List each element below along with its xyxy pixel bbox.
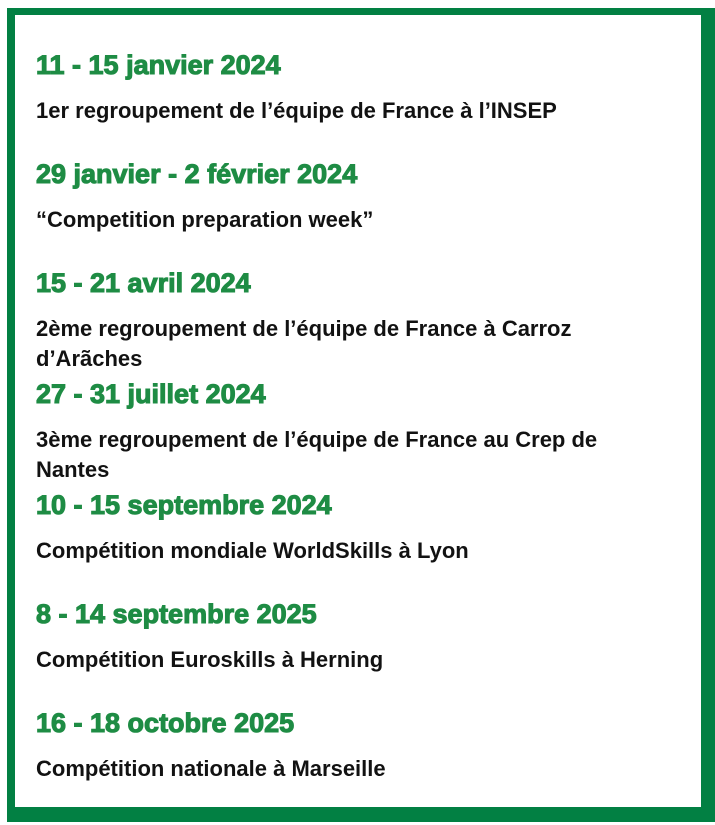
timeline-item: 8 - 14 septembre 2025 Compétition Eurosk… (35, 599, 701, 675)
timeline-item-description: 2ème regroupement de l’équipe de France … (36, 316, 572, 371)
timeline-item-date: 29 janvier - 2 février 2024 (35, 159, 358, 189)
timeline-item-description: Compétition Euroskills à Herning (36, 647, 384, 672)
timeline-item-date: 11 - 15 janvier 2024 (35, 50, 281, 80)
timeline-item-description: 1er regroupement de l’équipe de France à… (36, 98, 557, 123)
timeline-item: 27 - 31 juillet 2024 3ème regroupement d… (35, 379, 701, 485)
timeline-item: 29 janvier - 2 février 2024 “Competition… (35, 159, 701, 235)
timeline-item-description: “Competition preparation week” (36, 207, 374, 232)
timeline-item: 11 - 15 janvier 2024 1er regroupement de… (35, 50, 701, 126)
timeline-item-date: 16 - 18 octobre 2025 (35, 708, 295, 738)
timeline-item-date: 15 - 21 avril 2024 (35, 268, 251, 298)
timeline-item: 15 - 21 avril 2024 2ème regroupement de … (35, 268, 701, 374)
timeline-frame: 11 - 15 janvier 2024 1er regroupement de… (7, 8, 715, 822)
timeline-item-description: Compétition mondiale WorldSkills à Lyon (36, 538, 469, 563)
timeline-item-date: 10 - 15 septembre 2024 (35, 490, 332, 520)
timeline-item-description: 3ème regroupement de l’équipe de France … (36, 427, 598, 482)
timeline-item-date: 8 - 14 septembre 2025 (35, 599, 317, 629)
timeline-item-description: Compétition nationale à Marseille (36, 756, 386, 781)
timeline-item-date: 27 - 31 juillet 2024 (35, 379, 266, 409)
timeline-item: 16 - 18 octobre 2025 Compétition nationa… (35, 708, 701, 784)
timeline-content: 11 - 15 janvier 2024 1er regroupement de… (15, 15, 701, 784)
timeline-item: 10 - 15 septembre 2024 Compétition mondi… (35, 490, 701, 566)
